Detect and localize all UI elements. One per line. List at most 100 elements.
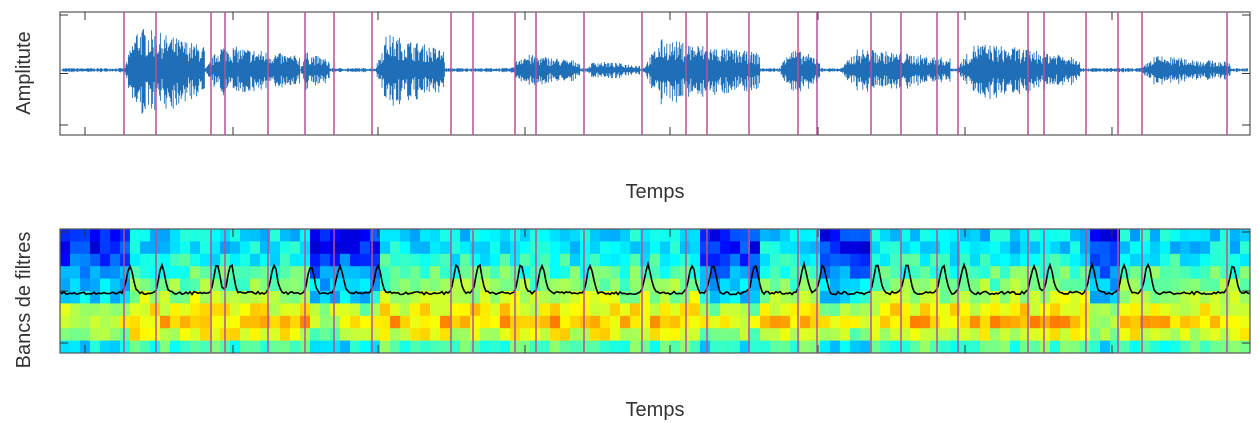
heat-cell (110, 241, 121, 255)
heat-cell (450, 253, 461, 267)
heat-cell (900, 253, 911, 267)
heat-cell (890, 328, 901, 342)
heat-cell (760, 229, 771, 242)
heat-cell (720, 328, 731, 342)
heat-cell (980, 241, 991, 255)
heat-cell (140, 328, 151, 342)
heat-cell (780, 315, 791, 329)
heat-cell (180, 229, 191, 242)
heat-cell (660, 229, 671, 242)
heat-cell (550, 278, 561, 292)
heat-cell (240, 303, 251, 317)
heat-cell (660, 340, 671, 354)
heat-cell (340, 266, 351, 280)
heat-cell (800, 328, 811, 342)
heat-cell (1130, 328, 1141, 342)
heat-cell (900, 291, 911, 304)
heat-cell (1120, 340, 1131, 354)
heat-cell (740, 340, 751, 354)
heat-cell (970, 278, 981, 292)
y-axis-label: Bancs de filtres (13, 232, 35, 369)
heat-cell (230, 303, 241, 317)
heat-cell (290, 253, 301, 267)
heat-cell (570, 253, 581, 267)
heat-cell (870, 241, 881, 255)
heat-cell (200, 253, 211, 267)
heat-cell (490, 278, 501, 292)
heat-cell (1110, 303, 1121, 317)
heat-cell (840, 291, 851, 304)
heat-cell (390, 266, 401, 280)
heat-cell (390, 253, 401, 267)
heat-cell (180, 291, 191, 304)
heat-cell (460, 278, 471, 292)
heat-cell (600, 328, 611, 342)
heat-cell (850, 266, 861, 280)
heat-cell (720, 266, 731, 280)
heat-cell (900, 340, 911, 354)
heat-cell (520, 328, 531, 342)
heat-cell (90, 253, 101, 267)
heat-cell (320, 278, 331, 292)
heat-cell (80, 315, 91, 329)
heat-cell (830, 278, 841, 292)
heat-cell (1100, 253, 1111, 267)
heat-cell (1070, 328, 1081, 342)
heat-cell (70, 253, 81, 267)
heat-cell (400, 241, 411, 255)
heat-cell (920, 241, 931, 255)
heat-cell (210, 241, 221, 255)
heat-cell (390, 303, 401, 317)
heat-cell (550, 266, 561, 280)
heat-cell (630, 328, 641, 342)
heat-cell (1170, 291, 1181, 304)
heat-cell (340, 340, 351, 354)
heat-cell (910, 241, 921, 255)
heat-cell (670, 253, 681, 267)
heat-cell (490, 229, 501, 242)
heat-cell (610, 340, 621, 354)
heat-cell (1120, 315, 1131, 329)
heat-cell (130, 241, 141, 255)
heat-cell (860, 303, 871, 317)
heat-cell (210, 229, 221, 242)
heat-cell (170, 303, 181, 317)
heat-cell (1110, 253, 1121, 267)
heat-cell (780, 291, 791, 304)
heat-cell (80, 328, 91, 342)
heat-cell (750, 229, 761, 242)
heat-cell (460, 253, 471, 267)
heat-cell (840, 340, 851, 354)
heat-cell (1240, 253, 1251, 267)
heat-cell (850, 229, 861, 242)
heat-cell (560, 266, 571, 280)
heat-cell (470, 266, 481, 280)
heat-cell (140, 278, 151, 292)
heat-cell (1210, 278, 1221, 292)
heat-cell (440, 328, 451, 342)
heat-cell (470, 340, 481, 354)
heat-cell (1180, 278, 1191, 292)
heat-cell (120, 303, 131, 317)
heat-cell (250, 315, 261, 329)
heat-cell (1170, 278, 1181, 292)
heat-cell (140, 303, 151, 317)
heat-cell (410, 315, 421, 329)
heat-cell (770, 340, 781, 354)
heat-cell (1120, 253, 1131, 267)
heat-cell (820, 278, 831, 292)
heat-cell (960, 266, 971, 280)
heat-cell (360, 278, 371, 292)
heat-cell (1070, 229, 1081, 242)
heat-cell (170, 229, 181, 242)
heat-cell (590, 241, 601, 255)
heat-cell (470, 253, 481, 267)
heat-cell (1230, 229, 1241, 242)
heat-cell (1170, 241, 1181, 255)
heat-cell (570, 328, 581, 342)
heat-cell (1000, 328, 1011, 342)
heat-cell (870, 340, 881, 354)
heat-cell (650, 315, 661, 329)
heat-cell (60, 328, 71, 342)
